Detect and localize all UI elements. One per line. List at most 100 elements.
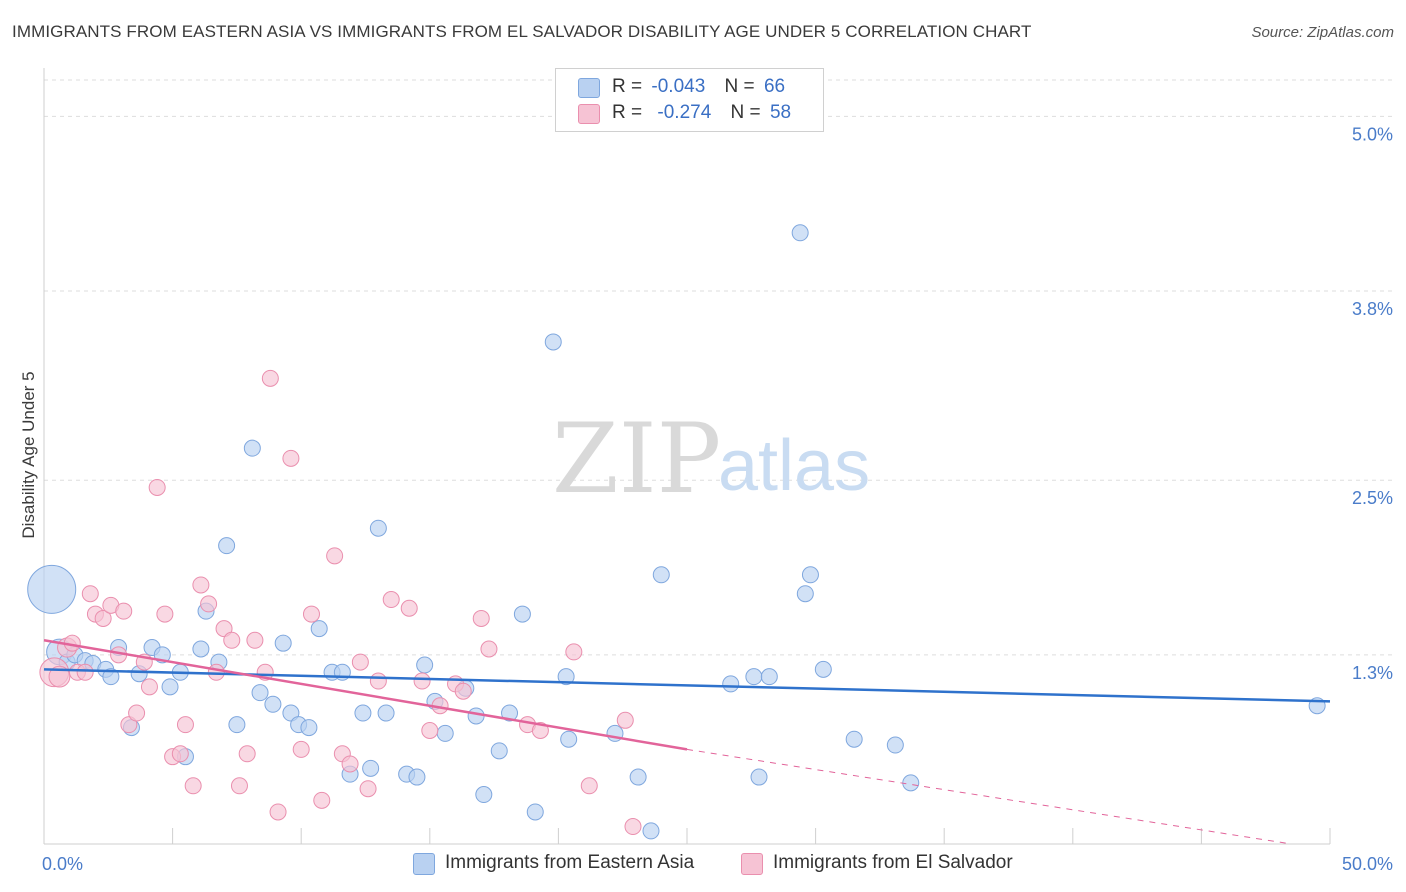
point-eastern-asia bbox=[300, 719, 318, 737]
legend-n-label: N = bbox=[730, 102, 761, 123]
point-eastern-asia bbox=[791, 224, 809, 242]
point-eastern-asia bbox=[475, 786, 493, 804]
legend-n-label: N = bbox=[724, 76, 755, 97]
point-el-salvador bbox=[313, 791, 331, 809]
series-legend-label: Immigrants from El Salvador bbox=[773, 852, 1013, 873]
point-el-salvador bbox=[176, 716, 194, 734]
point-el-salvador bbox=[400, 599, 418, 617]
trend-line-eastern-asia bbox=[43, 668, 1331, 703]
data-points bbox=[27, 224, 1326, 840]
point-el-salvador bbox=[94, 609, 112, 627]
point-el-salvador bbox=[238, 745, 256, 763]
point-eastern-asia bbox=[513, 605, 531, 623]
point-el-salvador bbox=[454, 682, 472, 700]
correlation-legend: R = -0.043 N = 66 R = -0.274 N = 58 bbox=[555, 68, 824, 132]
point-eastern-asia bbox=[652, 566, 670, 584]
point-eastern-asia bbox=[377, 704, 395, 722]
point-el-salvador bbox=[472, 609, 490, 627]
point-el-salvador bbox=[48, 665, 71, 688]
watermark: ZIP atlas bbox=[552, 403, 870, 515]
point-el-salvador bbox=[269, 803, 287, 821]
point-el-salvador bbox=[76, 663, 94, 681]
point-eastern-asia bbox=[274, 634, 292, 652]
point-eastern-asia bbox=[801, 566, 819, 584]
point-el-salvador bbox=[616, 711, 634, 729]
point-eastern-asia bbox=[251, 684, 269, 702]
trend-line-el-salvador-extension bbox=[686, 748, 1292, 845]
point-el-salvador bbox=[230, 777, 248, 795]
point-el-salvador bbox=[351, 653, 369, 671]
legend-r-label: R = bbox=[612, 76, 643, 97]
point-eastern-asia bbox=[845, 730, 863, 748]
legend-r-value: -0.274 bbox=[657, 102, 712, 123]
point-eastern-asia bbox=[902, 774, 920, 792]
point-el-salvador bbox=[282, 449, 300, 467]
source-label: Source: ZipAtlas.com bbox=[1251, 24, 1394, 41]
point-el-salvador bbox=[292, 740, 310, 758]
y-tick-label: 1.3% bbox=[1352, 663, 1393, 683]
point-el-salvador bbox=[200, 595, 218, 613]
point-el-salvador bbox=[326, 547, 344, 565]
point-eastern-asia bbox=[218, 537, 236, 555]
point-el-salvador bbox=[184, 777, 202, 795]
point-eastern-asia bbox=[642, 822, 660, 840]
watermark-zip: ZIP bbox=[552, 403, 721, 515]
point-eastern-asia bbox=[814, 660, 832, 678]
point-eastern-asia bbox=[354, 704, 372, 722]
point-eastern-asia bbox=[27, 564, 77, 614]
point-eastern-asia bbox=[745, 668, 763, 686]
point-el-salvador bbox=[261, 369, 279, 387]
point-el-salvador bbox=[580, 777, 598, 795]
y-axis-title: Disability Age Under 5 bbox=[19, 371, 38, 538]
point-el-salvador bbox=[359, 780, 377, 798]
legend-n-value: 58 bbox=[769, 102, 792, 123]
point-el-salvador bbox=[624, 818, 642, 836]
point-eastern-asia bbox=[750, 768, 768, 786]
chart-title: IMMIGRANTS FROM EASTERN ASIA VS IMMIGRAN… bbox=[12, 22, 1032, 41]
point-eastern-asia bbox=[362, 759, 380, 777]
point-eastern-asia bbox=[467, 707, 485, 725]
x-tick-label-max: 50.0% bbox=[1342, 854, 1393, 874]
point-eastern-asia bbox=[161, 678, 179, 696]
point-eastern-asia bbox=[886, 736, 904, 754]
point-eastern-asia bbox=[192, 640, 210, 658]
point-eastern-asia bbox=[243, 439, 261, 457]
point-eastern-asia bbox=[501, 704, 519, 722]
point-eastern-asia bbox=[544, 333, 562, 351]
point-eastern-asia bbox=[228, 716, 246, 734]
point-el-salvador bbox=[480, 640, 498, 658]
point-el-salvador bbox=[341, 755, 359, 773]
point-el-salvador bbox=[369, 672, 387, 690]
trend-line-el-salvador bbox=[43, 639, 688, 751]
point-eastern-asia bbox=[416, 656, 434, 674]
y-tick-label: 3.8% bbox=[1352, 299, 1393, 319]
point-el-salvador bbox=[302, 605, 320, 623]
point-eastern-asia bbox=[796, 585, 814, 603]
legend-swatch-blue bbox=[578, 78, 600, 98]
point-el-salvador bbox=[565, 643, 583, 661]
point-el-salvador bbox=[128, 704, 146, 722]
x-tick-label-min: 0.0% bbox=[42, 854, 83, 874]
tick-labels: 1.3% 2.5% 3.8% 5.0% 0.0% 50.0% bbox=[42, 124, 1393, 874]
point-eastern-asia bbox=[560, 730, 578, 748]
grid-lines bbox=[44, 79, 1392, 656]
series-legend: Immigrants from Eastern Asia Immigrants … bbox=[0, 852, 1406, 878]
watermark-atlas: atlas bbox=[718, 426, 870, 506]
point-eastern-asia bbox=[102, 668, 120, 686]
point-el-salvador bbox=[382, 591, 400, 609]
legend-swatch-pink bbox=[578, 104, 600, 124]
point-el-salvador bbox=[140, 678, 158, 696]
point-el-salvador bbox=[413, 672, 431, 690]
point-eastern-asia bbox=[526, 803, 544, 821]
point-eastern-asia bbox=[629, 768, 647, 786]
trend-lines bbox=[43, 639, 1331, 845]
y-tick-label: 2.5% bbox=[1352, 488, 1393, 508]
point-el-salvador bbox=[115, 602, 133, 620]
point-eastern-asia bbox=[760, 668, 778, 686]
point-eastern-asia bbox=[436, 724, 454, 742]
point-eastern-asia bbox=[722, 675, 740, 693]
legend-r-label: R = bbox=[612, 102, 643, 123]
axes bbox=[43, 68, 1331, 845]
point-eastern-asia bbox=[369, 519, 387, 537]
